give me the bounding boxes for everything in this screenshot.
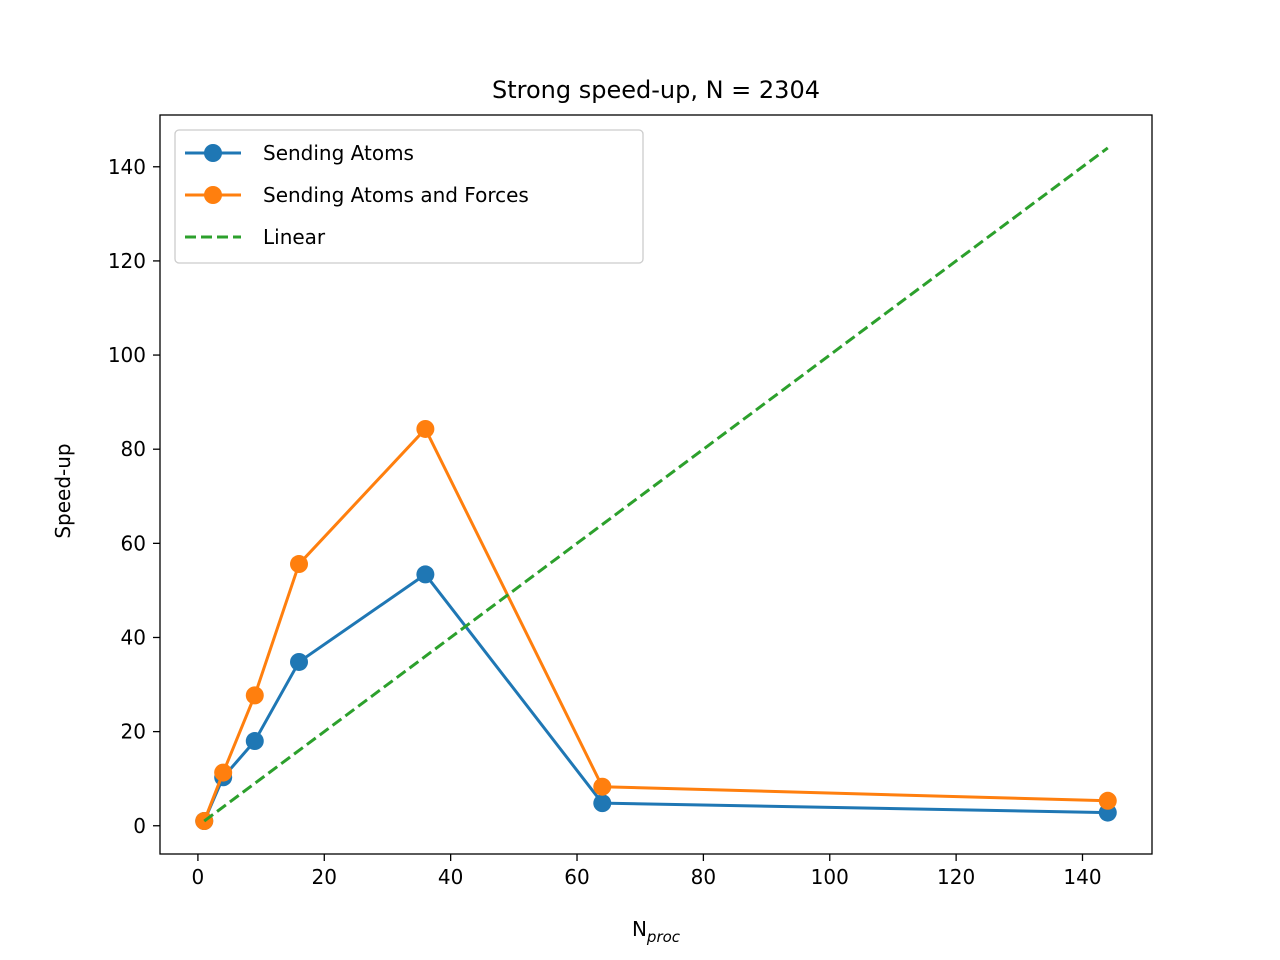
data-point [593, 794, 612, 813]
x-tick-label: 20 [312, 865, 337, 889]
plot-area [195, 146, 1117, 831]
y-tick-label: 80 [121, 437, 146, 461]
x-tick-label: 140 [1063, 865, 1101, 889]
legend: Sending Atoms Sending Atoms and Forces Lin… [174, 129, 644, 264]
data-point [245, 686, 264, 705]
data-point [416, 419, 435, 438]
axes: 0 20 40 60 80 100 120 140 0 20 40 60 80 100 120 140 [108, 114, 1153, 889]
x-axis-label: Nproc [632, 917, 681, 946]
x-axis-label-main: N [632, 917, 647, 941]
chart-title: Strong speed-up, N = 2304 [492, 76, 820, 104]
x-tick-label: 0 [192, 865, 205, 889]
legend-box [174, 129, 644, 264]
x-tick-label: 40 [438, 865, 463, 889]
data-point [214, 763, 233, 782]
legend-label: Sending Atoms [263, 141, 414, 165]
y-tick-label: 100 [108, 343, 146, 367]
data-point [245, 732, 264, 751]
data-point [290, 555, 309, 574]
legend-marker [204, 186, 222, 204]
y-tick-label: 20 [121, 720, 146, 744]
x-tick-label: 60 [564, 865, 589, 889]
y-axis-label: Speed-up [51, 443, 75, 538]
y-tick-label: 40 [121, 625, 146, 649]
x-tick-label: 100 [811, 865, 849, 889]
legend-label: Linear [263, 225, 326, 249]
series-line-2 [203, 146, 1109, 823]
legend-label: Sending Atoms and Forces [263, 183, 529, 207]
data-point [593, 777, 612, 796]
x-tick-label: 120 [937, 865, 975, 889]
data-point [1098, 791, 1117, 810]
y-tick-label: 120 [108, 249, 146, 273]
plot-frame [159, 114, 1153, 855]
y-tick-label: 0 [133, 814, 146, 838]
data-point [290, 652, 309, 671]
legend-marker [204, 144, 222, 162]
y-tick-label: 140 [108, 155, 146, 179]
y-tick-label: 60 [121, 531, 146, 555]
data-point [416, 565, 435, 584]
x-tick-label: 80 [691, 865, 716, 889]
x-axis-label-subscript: proc [646, 928, 681, 946]
